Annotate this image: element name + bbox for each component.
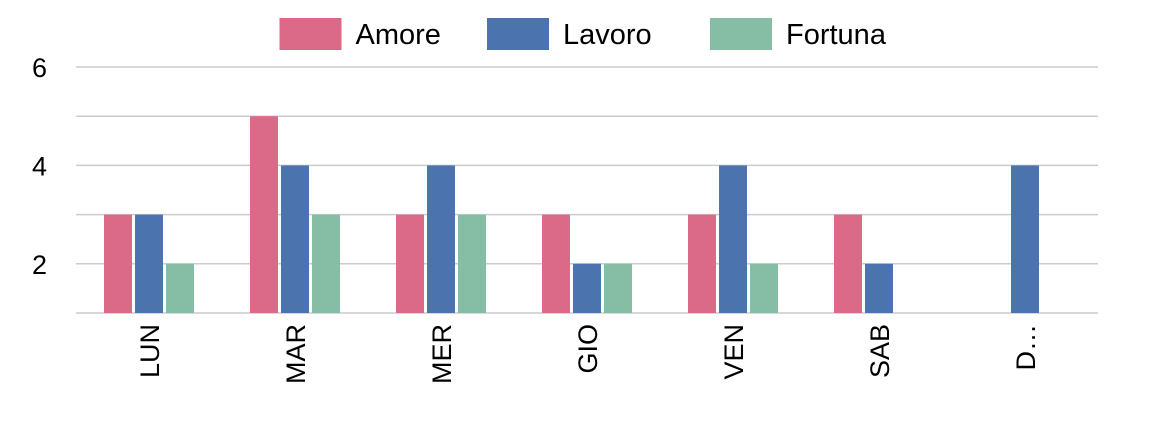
bar-amore-sab: [834, 214, 862, 313]
bar-fortuna-ven: [750, 263, 778, 313]
x-axis-categories: LUN MAR MER GIO VEN SAB D…: [135, 324, 1041, 384]
grid-lines: [76, 66, 1098, 314]
y-tick-label: 6: [32, 53, 47, 83]
bar-lavoro-gio: [573, 263, 601, 313]
legend-swatch-fortuna: [710, 18, 772, 50]
bar-amore-lun: [104, 214, 132, 313]
x-category-label: LUN: [135, 324, 165, 378]
bar-lavoro-mar: [281, 165, 309, 313]
legend: Amore Lavoro Fortuna: [279, 18, 887, 51]
bar-lavoro-mer: [427, 165, 455, 313]
x-category-label: MAR: [281, 324, 311, 384]
bar-amore-mer: [396, 214, 424, 313]
x-category-label: GIO: [573, 324, 603, 374]
bar-fortuna-mer: [458, 214, 486, 313]
bar-amore-ven: [688, 214, 716, 313]
x-category-label: VEN: [719, 324, 749, 380]
bars: [104, 116, 1039, 313]
y-axis-ticks: 2 4 6: [32, 53, 47, 280]
bar-fortuna-lun: [166, 263, 194, 313]
bar-lavoro-sab: [865, 263, 893, 313]
bar-amore-mar: [250, 116, 278, 313]
legend-swatch-lavoro: [487, 18, 549, 50]
legend-label-amore: Amore: [356, 19, 441, 51]
bar-lavoro-ven: [719, 165, 747, 313]
bar-lavoro-lun: [135, 214, 163, 313]
bar-fortuna-gio: [604, 263, 632, 313]
x-category-label: SAB: [865, 324, 895, 378]
legend-label-fortuna: Fortuna: [786, 19, 887, 51]
y-tick-label: 2: [32, 250, 47, 280]
legend-swatch-amore: [279, 18, 342, 50]
bar-amore-gio: [542, 214, 570, 313]
legend-label-lavoro: Lavoro: [563, 19, 652, 51]
x-category-label: D…: [1011, 324, 1041, 371]
bar-fortuna-mar: [312, 214, 340, 313]
y-tick-label: 4: [32, 151, 47, 181]
x-category-label: MER: [427, 324, 457, 384]
bar-lavoro-d: [1011, 165, 1039, 313]
